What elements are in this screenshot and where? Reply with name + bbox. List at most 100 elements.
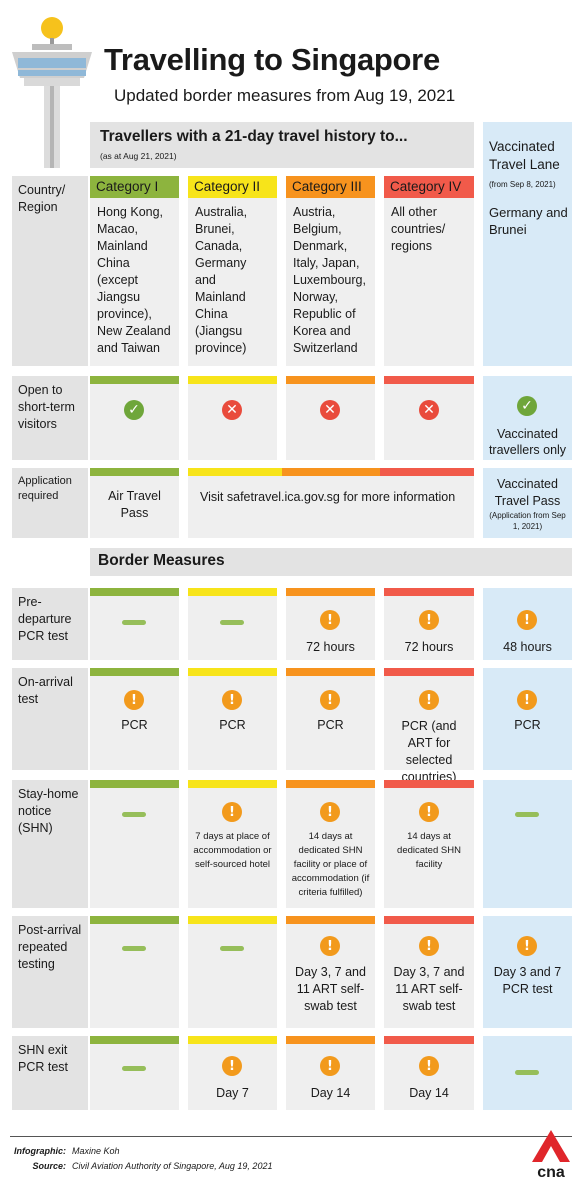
shn-cat3-text: 14 days at dedicated SHN facility or pla… [291, 831, 370, 898]
post-cat1 [90, 916, 179, 1028]
exclamation-icon: ! [124, 690, 144, 710]
post-cat4-text: Day 3, 7 and 11 ART self-swab test [393, 965, 465, 1013]
exit-cat3-text: Day 14 [310, 1086, 351, 1100]
not-applicable-dash [220, 620, 244, 625]
check-icon: ✓ [124, 400, 144, 420]
predeparture-cat3: ! 72 hours [286, 588, 375, 660]
vtl-date: (from Sep 8, 2021) [489, 180, 556, 189]
not-applicable-dash [122, 946, 146, 951]
footer-infographic-credit: Infographic: Maxine Koh [10, 1146, 120, 1156]
not-applicable-dash [515, 1070, 539, 1075]
shn-cat1 [90, 780, 179, 908]
post-cat4: ! Day 3, 7 and 11 ART self-swab test [384, 916, 474, 1028]
vtl-countries: Germany and Brunei [489, 205, 568, 237]
cna-logo-text: cna [537, 1164, 565, 1180]
vtl-short-term-text: Vaccinated travellers only [488, 427, 567, 457]
exit-cat3: ! Day 14 [286, 1036, 375, 1110]
not-applicable-dash [515, 812, 539, 817]
category-1-label: Category I [90, 176, 179, 198]
post-vtl-text: Day 3 and 7 PCR test [493, 965, 562, 996]
onarrival-vtl-text: PCR [514, 718, 541, 732]
onarrival-cat3: ! PCR [286, 668, 375, 770]
row-label-post-arrival: Post-arrival repeated testing [12, 916, 88, 1028]
not-applicable-dash [122, 812, 146, 817]
shn-cat2-text: 7 days at place of accommodation or self… [193, 831, 272, 870]
category-3-cell: Category III Austria, Belgium, Denmark, … [286, 176, 375, 366]
onarrival-cat2: ! PCR [188, 668, 277, 770]
page-subtitle: Updated border measures from Aug 19, 202… [114, 86, 456, 105]
exclamation-icon: ! [517, 690, 537, 710]
page-title: Travelling to Singapore [104, 42, 440, 77]
exclamation-icon: ! [419, 1056, 439, 1076]
vtl-pass-note: (Application from Sep 1, 2021) [489, 511, 566, 531]
category-3-countries: Austria, Belgium, Denmark, Italy, Japan,… [293, 205, 366, 355]
exclamation-icon: ! [419, 690, 439, 710]
cross-icon: ✕ [419, 400, 439, 420]
exit-vtl [483, 1036, 572, 1110]
travel-history-header: Travellers with a 21-day travel history … [90, 122, 474, 168]
application-cat1: Air Travel Pass [90, 468, 179, 538]
exclamation-icon: ! [320, 802, 340, 822]
onarrival-cat4: ! PCR (and ART for selected countries) [384, 668, 474, 784]
shn-cat2: ! 7 days at place of accommodation or se… [188, 780, 277, 908]
vtl-title: Vaccinated Travel Lane [489, 139, 560, 172]
category-4-cell: Category IV All other countries/ regions [384, 176, 474, 366]
exclamation-icon: ! [222, 802, 242, 822]
post-cat2 [188, 916, 277, 1028]
row-label-predeparture: Pre-departure PCR test [12, 588, 88, 660]
onarrival-cat3-text: PCR [317, 718, 344, 732]
short-term-cat1: ✓ [90, 376, 179, 460]
exclamation-icon: ! [320, 610, 340, 630]
travel-history-date: (as at Aug 21, 2021) [100, 151, 177, 161]
predeparture-cat3-text: 72 hours [306, 640, 355, 654]
not-applicable-dash [220, 946, 244, 951]
predeparture-vtl-text: 48 hours [503, 640, 552, 654]
footer-source: Source: Civil Aviation Authority of Singa… [10, 1161, 272, 1171]
source-text: Civil Aviation Authority of Singapore, A… [72, 1161, 273, 1171]
shn-cat4: ! 14 days at dedicated SHN facility [384, 780, 474, 908]
travel-history-heading: Travellers with a 21-day travel history … [100, 128, 408, 145]
check-icon: ✓ [517, 396, 537, 416]
category-2-cell: Category II Australia, Brunei, Canada, G… [188, 176, 277, 366]
predeparture-cat4: ! 72 hours [384, 588, 474, 660]
vtl-pass-text: Vaccinated Travel Pass [494, 477, 561, 508]
category-4-label: Category IV [384, 176, 474, 198]
not-applicable-dash [122, 1066, 146, 1071]
cross-icon: ✕ [222, 400, 242, 420]
short-term-cat4: ✕ [384, 376, 474, 460]
onarrival-cat1-text: PCR [121, 718, 148, 732]
onarrival-cat4-text: PCR (and ART for selected countries) [401, 719, 457, 784]
infographic-label: Infographic: [14, 1146, 66, 1156]
category-2-countries: Australia, Brunei, Canada, Germany and M… [195, 205, 248, 355]
not-applicable-dash [122, 620, 146, 625]
onarrival-cat2-text: PCR [219, 718, 246, 732]
control-tower-illustration [12, 17, 92, 168]
shn-vtl [483, 780, 572, 908]
exit-cat4: ! Day 14 [384, 1036, 474, 1110]
category-3-label: Category III [286, 176, 375, 198]
exclamation-icon: ! [320, 936, 340, 956]
infographic-author: Maxine Koh [72, 1146, 120, 1156]
exit-cat2-text: Day 7 [216, 1086, 249, 1100]
shn-cat3: ! 14 days at dedicated SHN facility or p… [286, 780, 375, 908]
exclamation-icon: ! [517, 936, 537, 956]
safetravel-link[interactable]: Visit safetravel.ica.gov.sg for more inf… [200, 490, 456, 504]
onarrival-cat1: ! PCR [90, 668, 179, 770]
exclamation-icon: ! [419, 936, 439, 956]
row-label-short-term: Open to short-term visitors [12, 376, 88, 460]
vtl-column-header: Vaccinated Travel Lane (from Sep 8, 2021… [483, 122, 572, 366]
exclamation-icon: ! [320, 1056, 340, 1076]
exclamation-icon: ! [419, 802, 439, 822]
application-vtl: Vaccinated Travel Pass (Application from… [483, 468, 572, 538]
exit-cat2: ! Day 7 [188, 1036, 277, 1110]
short-term-cat3: ✕ [286, 376, 375, 460]
row-label-application: Application required [12, 468, 88, 538]
exclamation-icon: ! [517, 610, 537, 630]
row-label-shn-exit: SHN exit PCR test [12, 1036, 88, 1110]
post-vtl: ! Day 3 and 7 PCR test [483, 916, 572, 1028]
short-term-vtl: ✓ Vaccinated travellers only [483, 376, 572, 460]
category-2-label: Category II [188, 176, 277, 198]
predeparture-cat4-text: 72 hours [404, 640, 454, 654]
exclamation-icon: ! [419, 610, 439, 630]
exit-cat1 [90, 1036, 179, 1110]
